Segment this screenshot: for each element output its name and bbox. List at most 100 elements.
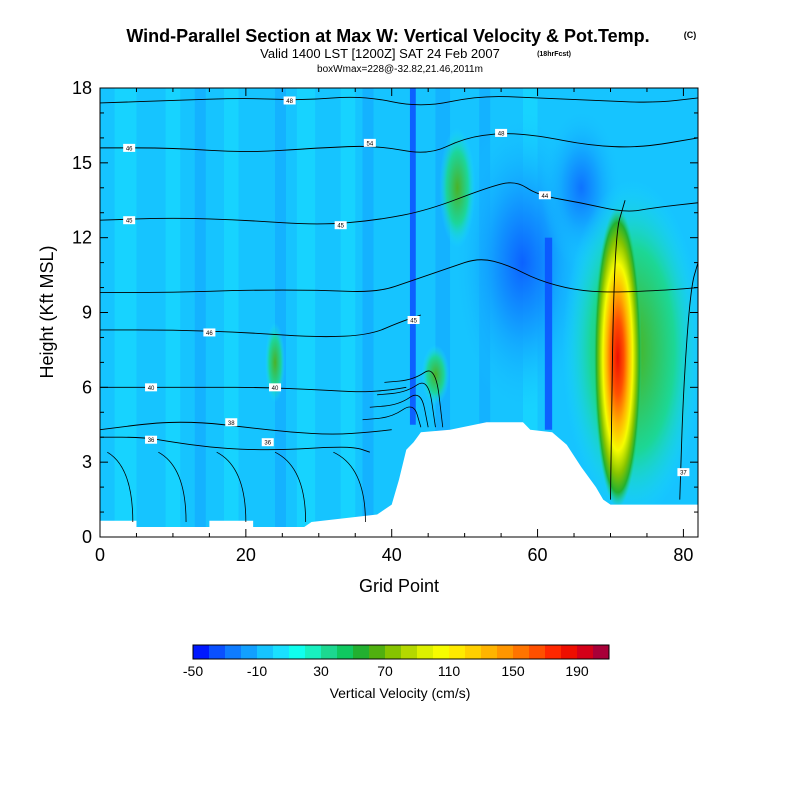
- colorbar-tick-label: 30: [313, 663, 329, 679]
- theta-contour: [369, 394, 429, 428]
- theta-contour-arc: [274, 451, 307, 523]
- contour-label: 36: [145, 435, 158, 444]
- colorbar-swatch: [209, 645, 226, 659]
- field-updraft-patch: [439, 127, 476, 248]
- contour-label-text: 48: [286, 99, 293, 105]
- colorbar-tick-label: 190: [565, 663, 589, 679]
- colorbar-swatch: [225, 645, 242, 659]
- contour-label-text: 45: [126, 219, 133, 225]
- contour-label-box: [145, 383, 158, 392]
- contour-label: 48: [283, 96, 296, 105]
- theta-contour: [100, 133, 698, 153]
- colorbar-swatch: [593, 645, 610, 659]
- contour-label-box: [363, 138, 376, 147]
- y-tick-label: 6: [82, 377, 92, 397]
- y-tick-label: 18: [72, 78, 92, 98]
- colorbar-label: Vertical Velocity (cm/s): [330, 685, 471, 701]
- x-tick-label: 60: [528, 545, 548, 565]
- contour-label-text: 40: [272, 386, 279, 392]
- colorbar-swatch: [481, 645, 498, 659]
- contour-label-box: [261, 438, 274, 447]
- theta-contour: [100, 96, 698, 106]
- colorbar-swatch: [417, 645, 434, 659]
- contour-label: 38: [225, 418, 238, 427]
- contour-label-box: [203, 328, 216, 337]
- contour-label-text: 54: [366, 141, 373, 147]
- colorbar-tick-label: 110: [438, 663, 461, 679]
- x-axis-label: Grid Point: [359, 576, 439, 596]
- colorbar: -50 -10 30 70 110 150 190: [183, 644, 610, 679]
- theta-contour: [100, 259, 698, 293]
- colorbar-swatch: [433, 645, 450, 659]
- plot-area: 46 45 46 40 40 38 36 36 48 54 45 48 44 45 37: [100, 88, 698, 537]
- theta-contour: [100, 421, 392, 435]
- y-tick-label: 3: [82, 452, 92, 472]
- colorbar-swatch: [337, 645, 354, 659]
- contour-label-text: 38: [228, 421, 235, 427]
- contour-label-box: [538, 191, 551, 200]
- contour-label-box: [334, 221, 347, 230]
- y-tick-label: 9: [82, 303, 92, 323]
- colorbar-swatch: [401, 645, 418, 659]
- theta-contour: [362, 406, 422, 428]
- contour-label-box: [495, 128, 508, 137]
- theta-contour: [679, 262, 698, 500]
- theta-contour: [384, 370, 444, 428]
- theta-contour: [100, 436, 370, 453]
- colorbar-swatch: [465, 645, 482, 659]
- y-tick-label: 15: [72, 153, 92, 173]
- terrain: [100, 422, 698, 537]
- contour-label-text: 48: [498, 131, 505, 137]
- colorbar-swatch: [273, 645, 290, 659]
- colorbar-swatch: [385, 645, 402, 659]
- subtitle-note: (18hrFcst): [537, 51, 571, 58]
- contour-label: 44: [538, 191, 551, 200]
- colorbar-swatch: [193, 645, 210, 659]
- contour-label: 46: [203, 328, 216, 337]
- field-streak-blue: [194, 88, 206, 537]
- field-updraft-patch: [421, 344, 450, 405]
- theta-contour-labels: 46 45 46 40 40 38 36 36 48 54 45 48 44 45 37: [123, 96, 690, 477]
- y-axis-label: Height (Kft MSL): [37, 245, 57, 378]
- contour-label: 54: [363, 138, 376, 147]
- colorbar-swatch: [369, 645, 386, 659]
- field-downdraft-column: [409, 88, 416, 425]
- colorbar-swatch: [513, 645, 530, 659]
- field-downdraft-column: [544, 237, 553, 430]
- field-updraft-patch: [265, 322, 286, 403]
- chart-subtitle-2: boxWmax=228@-32.82,21.46,2011m: [317, 64, 483, 75]
- contour-label-box: [677, 468, 690, 477]
- field-streak-blue: [362, 88, 374, 537]
- colorbar-frame: [192, 644, 610, 660]
- contour-label-box: [123, 143, 136, 152]
- colorbar-swatch: [449, 645, 466, 659]
- contour-label: 45: [334, 221, 347, 230]
- field-streak-blue: [275, 88, 286, 537]
- field-max-updraft: [593, 207, 642, 508]
- theta-contour: [610, 200, 626, 500]
- contour-label: 45: [123, 216, 136, 225]
- x-tick-label: 80: [673, 545, 693, 565]
- title-mark: (C): [684, 30, 697, 40]
- theta-contour: [377, 382, 436, 428]
- colorbar-swatch: [529, 645, 546, 659]
- terrain-mask: [100, 422, 698, 537]
- x-tick-label: 20: [236, 545, 256, 565]
- field-streak-light: [114, 88, 137, 537]
- contour-label-text: 45: [410, 318, 417, 324]
- colorbar-swatch: [497, 645, 514, 659]
- colorbar-tick-label: -50: [183, 663, 203, 679]
- colorbar-swatch: [545, 645, 562, 659]
- x-tick-label: 0: [95, 545, 105, 565]
- contour-label-box: [269, 383, 282, 392]
- colorbar-swatch: [561, 645, 578, 659]
- colorbar-tick-label: 70: [377, 663, 393, 679]
- colorbar-tick-label: -10: [247, 663, 267, 679]
- contour-label: 36: [261, 438, 274, 447]
- theta-contour: [100, 314, 422, 338]
- theta-contour: [100, 182, 698, 225]
- theta-contour: [100, 386, 407, 393]
- field-streak-light: [340, 88, 356, 537]
